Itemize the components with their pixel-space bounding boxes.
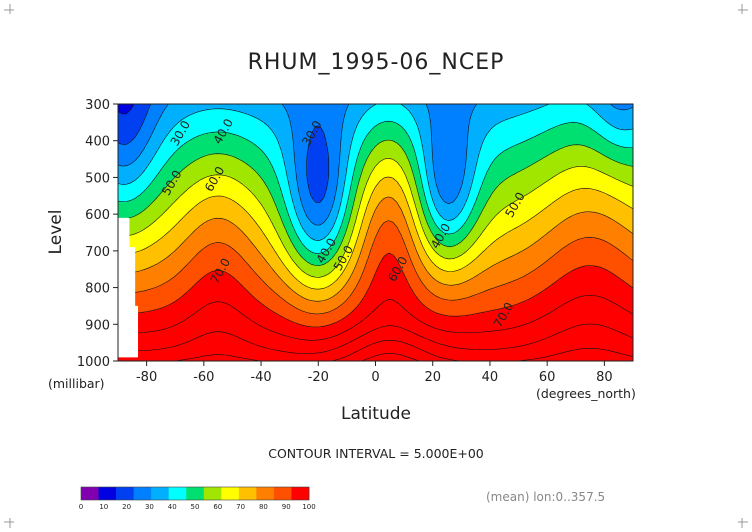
y-tick-label: 600 [85,208,110,223]
x-tick-label: -20 [308,370,329,385]
colorbar-swatch [186,487,205,500]
colorbar-label: 40 [168,503,177,511]
contour-line [117,158,634,278]
x-tick-label: -60 [193,370,214,385]
colorbar-swatch [133,487,152,500]
contour-interval-note: CONTOUR INTERVAL = 5.000E+00 [268,446,484,461]
y-tick-label: 800 [85,282,110,297]
corner-marks [4,4,748,528]
contour-line [117,103,330,203]
humidity-field [118,104,633,361]
x-axis-units: (degrees_north) [536,386,636,401]
x-tick-label: -80 [136,370,157,385]
colorbar-swatch [238,487,257,500]
colorbar-label: 80 [259,503,268,511]
y-axis-label: Level [46,210,66,255]
colorbar-label: 90 [282,503,291,511]
contour-line [117,103,634,226]
y-tick-label: 500 [85,171,110,186]
contour-line [117,103,634,241]
x-tick-label: 0 [371,370,379,385]
y-axis-units: (millibar) [48,376,105,391]
y-tick-label: 700 [85,245,110,260]
colorbar-swatch [256,487,275,500]
x-tick-label: -40 [250,370,271,385]
x-tick-label: 60 [539,370,556,385]
y-axis: 300 400 500 600 700 800 900 1000 [77,98,118,370]
y-tick-label: 400 [85,135,110,150]
colorbar-label: 60 [213,503,222,511]
colorbar-label: 70 [236,503,245,511]
contour-line [117,220,634,315]
colorbar-label: 30 [145,503,154,511]
y-tick-label: 1000 [77,355,110,370]
colorbar-swatch [221,487,240,500]
colorbar-swatch [81,487,99,500]
contour-line [361,353,420,362]
colorbar-label: 10 [99,503,108,511]
plot-area: 30.0 40.050.0 60.070.030.040.050.0 60.040.0… [117,103,634,362]
colorbar-label: 100 [302,503,315,511]
y-tick-label: 900 [85,318,110,333]
x-axis: -80 -60 -40 -20 0 20 40 60 80 [136,361,613,385]
missing-data-region [118,217,139,358]
missing-data-mask [118,217,139,358]
colorbar-swatch [168,487,187,500]
colorbar-swatch [291,487,310,500]
x-axis-label: Latitude [341,404,411,424]
contour-line [174,340,634,362]
colorbar-swatch [116,487,135,500]
colorbar-swatch [203,487,222,500]
colorbar-swatch [98,487,117,500]
colorbar-frame [80,486,310,501]
colorbar-label: 50 [191,503,200,511]
colorbar-label: 0 [79,503,83,511]
contour-line [117,176,634,290]
contour-line [118,294,634,341]
chart-title: RHUM_1995-06_NCEP [248,50,505,75]
colorbar-swatch [151,487,170,500]
x-tick-label: 40 [482,370,499,385]
x-tick-label: 20 [424,370,441,385]
colorbar-swatch [273,487,292,500]
colorbar: 0 10 20 30 40 50 60 70 80 90 100 [79,486,316,511]
y-tick-label: 300 [85,98,110,113]
x-tick-label: 80 [596,370,613,385]
contour-line [117,121,634,254]
colorbar-label: 20 [122,503,131,511]
contour-line [117,139,633,266]
footnote: (mean) lon:0..357.5 [486,490,605,504]
